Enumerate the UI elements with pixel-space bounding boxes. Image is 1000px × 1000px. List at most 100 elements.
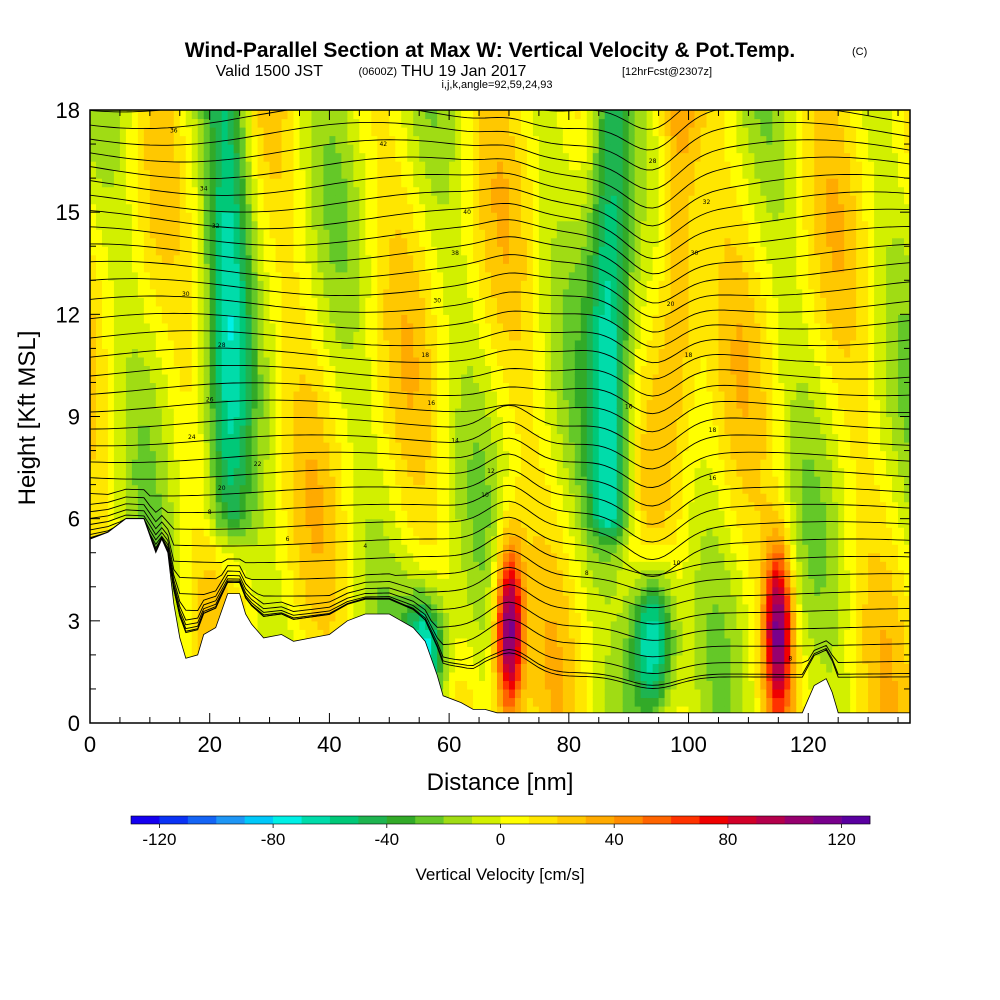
field-cell	[287, 552, 295, 562]
field-cell	[257, 263, 265, 273]
field-cell	[497, 586, 504, 596]
field-cell	[281, 161, 289, 171]
field-cell	[437, 161, 444, 171]
field-cell	[341, 510, 348, 520]
field-cell	[113, 433, 121, 443]
field-cell	[203, 297, 211, 307]
field-cell	[437, 331, 444, 341]
field-cell	[473, 331, 480, 341]
field-cell	[497, 229, 504, 239]
field-cell	[497, 484, 504, 494]
field-cell	[167, 254, 175, 264]
field-cell	[293, 356, 301, 367]
field-cell	[329, 229, 337, 239]
field-cell	[101, 407, 109, 418]
field-cell	[215, 127, 223, 137]
field-cell	[197, 373, 205, 384]
field-cell	[179, 561, 187, 571]
field-cell	[233, 212, 241, 222]
field-cell	[407, 118, 414, 128]
field-cell	[461, 314, 468, 324]
field-cell	[323, 612, 331, 622]
field-cell	[90, 186, 97, 196]
field-cell	[143, 356, 151, 367]
field-cell	[143, 399, 151, 409]
field-cell	[227, 467, 235, 477]
field-cell	[365, 288, 372, 298]
field-cell	[401, 544, 408, 554]
field-cell	[197, 390, 205, 401]
field-cell	[107, 365, 115, 375]
field-cell	[455, 195, 462, 205]
field-cell	[90, 127, 97, 137]
field-cell	[293, 186, 301, 196]
field-cell	[119, 280, 127, 290]
field-cell	[389, 535, 396, 545]
field-cell	[407, 578, 414, 588]
field-cell	[101, 110, 109, 120]
field-cell	[239, 135, 247, 145]
field-cell	[293, 203, 301, 213]
field-cell	[311, 561, 319, 571]
field-cell	[167, 186, 175, 196]
field-cell	[239, 518, 247, 528]
field-cell	[101, 373, 109, 384]
field-cell	[90, 254, 97, 264]
field-cell	[191, 161, 199, 171]
field-cell	[221, 416, 229, 426]
field-cell	[347, 195, 354, 205]
field-cell	[479, 118, 486, 128]
field-cell	[305, 476, 313, 486]
field-cell	[281, 552, 289, 562]
field-cell	[161, 271, 169, 281]
field-cell	[407, 416, 414, 426]
field-cell	[311, 246, 319, 256]
field-cell	[353, 552, 360, 562]
field-cell	[317, 459, 325, 469]
field-cell	[389, 195, 396, 205]
field-cell	[161, 246, 169, 256]
field-cell	[179, 339, 187, 349]
field-cell	[491, 697, 498, 707]
field-cell	[263, 186, 271, 196]
field-cell	[227, 339, 235, 349]
field-cell	[155, 297, 163, 307]
field-cell	[90, 373, 97, 384]
field-cell	[425, 484, 432, 494]
field-cell	[491, 612, 498, 622]
field-cell	[395, 110, 402, 120]
field-cell	[203, 365, 211, 375]
field-cell	[125, 433, 133, 443]
field-cell	[149, 527, 157, 537]
field-cell	[287, 603, 295, 613]
field-cell	[485, 144, 492, 154]
field-cell	[233, 314, 241, 324]
field-cell	[449, 416, 456, 426]
field-cell	[173, 305, 181, 315]
field-cell	[125, 110, 133, 120]
field-cell	[401, 195, 408, 205]
field-cell	[461, 144, 468, 154]
field-cell	[287, 535, 295, 545]
field-cell	[335, 195, 342, 205]
field-cell	[137, 399, 145, 409]
field-cell	[443, 178, 450, 188]
field-cell	[281, 399, 289, 409]
field-cell	[119, 399, 127, 409]
field-cell	[299, 382, 307, 392]
field-cell	[113, 407, 121, 418]
field-cell	[293, 450, 301, 460]
field-cell	[449, 671, 456, 682]
field-cell	[449, 365, 456, 375]
field-cell	[377, 399, 384, 409]
field-cell	[269, 620, 277, 630]
field-cell	[155, 322, 163, 332]
field-cell	[287, 425, 295, 435]
field-cell	[107, 450, 115, 460]
field-cell	[485, 246, 492, 256]
field-cell	[467, 467, 474, 477]
field-cell	[347, 510, 354, 520]
field-cell	[473, 646, 480, 656]
field-cell	[341, 365, 348, 375]
field-cell	[407, 620, 414, 630]
